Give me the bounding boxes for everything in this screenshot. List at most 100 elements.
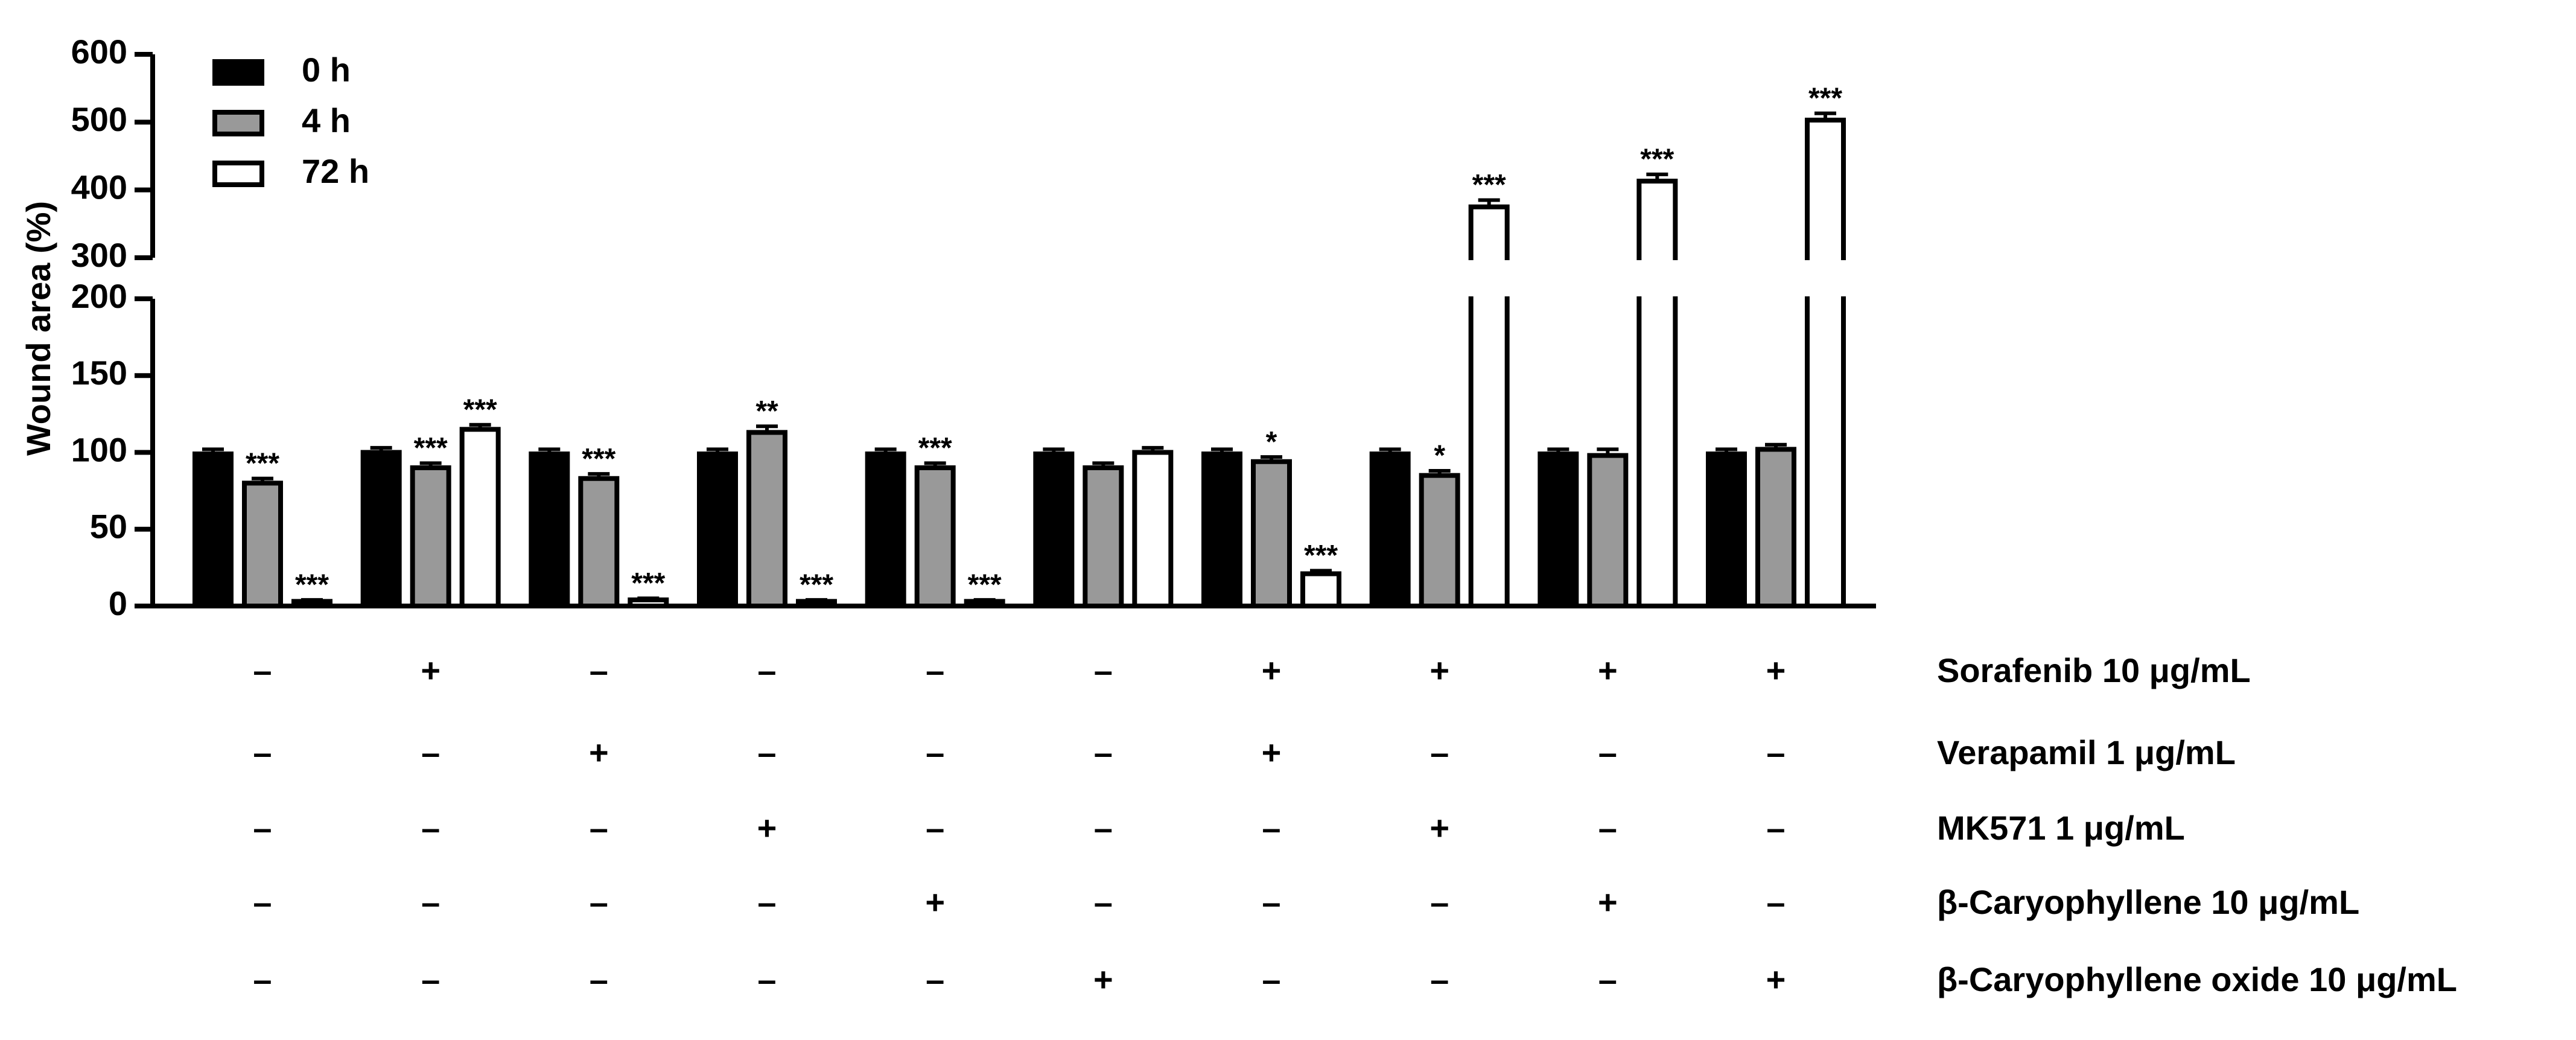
significance-label: *** bbox=[463, 394, 497, 426]
treatment-label: MK571 1 μg/mL bbox=[1937, 809, 2185, 847]
treatment-sign: + bbox=[1598, 651, 1618, 689]
bar bbox=[628, 597, 669, 609]
bar bbox=[865, 451, 906, 608]
y-tick-label: 500 bbox=[71, 100, 127, 138]
bar bbox=[242, 480, 283, 609]
significance-label: *** bbox=[414, 432, 448, 464]
treatment-sign: – bbox=[1430, 883, 1449, 921]
treatment-sign: + bbox=[757, 809, 777, 847]
significance-label: *** bbox=[800, 569, 833, 601]
bar bbox=[1201, 451, 1242, 608]
treatment-sign: – bbox=[590, 960, 608, 998]
treatment-sign: – bbox=[1094, 883, 1113, 921]
treatment-sign: – bbox=[590, 809, 608, 847]
bar bbox=[746, 430, 787, 608]
treatment-sign: – bbox=[1598, 960, 1617, 998]
bar bbox=[1755, 447, 1796, 608]
treatment-sign: – bbox=[421, 960, 440, 998]
significance-label: *** bbox=[918, 432, 952, 464]
bar bbox=[1587, 453, 1629, 609]
bar bbox=[578, 476, 620, 609]
axis-break-gap bbox=[1634, 260, 1681, 296]
treatment-sign: – bbox=[1094, 651, 1113, 689]
treatment-sign: – bbox=[1430, 733, 1449, 771]
treatment-sign: – bbox=[1766, 883, 1785, 921]
y-tick-label: 150 bbox=[71, 354, 127, 392]
y-tick-label: 200 bbox=[71, 277, 127, 315]
significance-label: * bbox=[1434, 440, 1445, 472]
treatment-sign: – bbox=[253, 733, 272, 771]
bar bbox=[1419, 473, 1460, 608]
legend-swatch bbox=[212, 110, 264, 136]
bar bbox=[291, 599, 332, 608]
treatment-sign: – bbox=[926, 651, 944, 689]
significance-label: *** bbox=[1304, 540, 1338, 572]
treatment-sign: + bbox=[1430, 651, 1449, 689]
treatment-sign: – bbox=[1598, 809, 1617, 847]
legend-label: 4 h bbox=[302, 101, 351, 139]
treatment-sign: + bbox=[1262, 651, 1282, 689]
significance-label: *** bbox=[1472, 169, 1506, 201]
treatment-sign: – bbox=[757, 651, 776, 689]
bar bbox=[1538, 451, 1579, 608]
treatment-sign: – bbox=[590, 883, 608, 921]
y-tick-label: 300 bbox=[71, 236, 127, 274]
treatment-sign: + bbox=[421, 651, 440, 689]
treatment-label: Sorafenib 10 μg/mL bbox=[1937, 651, 2251, 689]
treatment-sign: – bbox=[1094, 809, 1113, 847]
treatment-label: β-Caryophyllene 10 μg/mL bbox=[1937, 883, 2359, 921]
bar bbox=[192, 451, 234, 608]
bar bbox=[1706, 451, 1747, 608]
treatment-sign: – bbox=[1094, 733, 1113, 771]
treatment-sign: + bbox=[1766, 960, 1786, 998]
treatment-sign: – bbox=[1430, 960, 1449, 998]
axis-break-gap bbox=[1466, 260, 1512, 296]
treatment-sign: + bbox=[589, 733, 609, 771]
treatment-label: β-Caryophyllene oxide 10 μg/mL bbox=[1937, 960, 2457, 998]
bar bbox=[964, 599, 1005, 608]
treatment-sign: – bbox=[253, 809, 272, 847]
bar bbox=[360, 450, 402, 608]
significance-label: *** bbox=[246, 447, 279, 479]
significance-label: * bbox=[1266, 426, 1277, 458]
legend-label: 0 h bbox=[302, 51, 351, 89]
significance-label: *** bbox=[1808, 82, 1842, 114]
bar bbox=[1083, 465, 1124, 609]
treatment-sign: – bbox=[421, 733, 440, 771]
treatment-sign: – bbox=[1262, 809, 1280, 847]
treatment-sign: + bbox=[1766, 651, 1786, 689]
bar bbox=[1636, 179, 1678, 608]
treatment-sign: – bbox=[1766, 733, 1785, 771]
y-tick-label: 0 bbox=[109, 584, 127, 622]
treatment-sign: – bbox=[421, 809, 440, 847]
treatment-sign: + bbox=[1262, 733, 1282, 771]
treatment-sign: – bbox=[253, 883, 272, 921]
bar bbox=[697, 451, 738, 608]
legend-label: 72 h bbox=[302, 152, 369, 190]
bar bbox=[1300, 571, 1341, 608]
treatment-sign: – bbox=[590, 651, 608, 689]
significance-label: *** bbox=[1640, 144, 1674, 176]
axis-break-gap bbox=[1802, 260, 1848, 296]
y-tick-label: 400 bbox=[71, 168, 127, 206]
treatment-sign: – bbox=[1598, 733, 1617, 771]
bar bbox=[1805, 117, 1846, 609]
bar bbox=[1251, 459, 1292, 609]
bar bbox=[459, 427, 501, 608]
bar bbox=[914, 465, 956, 609]
treatment-sign: – bbox=[757, 883, 776, 921]
treatment-sign: – bbox=[253, 651, 272, 689]
treatment-sign: + bbox=[925, 883, 945, 921]
treatment-sign: – bbox=[757, 733, 776, 771]
bar bbox=[1033, 451, 1075, 608]
treatment-sign: + bbox=[1093, 960, 1113, 998]
bar bbox=[1132, 450, 1174, 608]
significance-label: *** bbox=[968, 569, 1002, 601]
treatment-sign: – bbox=[1262, 883, 1280, 921]
y-tick-label: 50 bbox=[90, 508, 127, 546]
significance-label: *** bbox=[582, 443, 615, 475]
significance-label: *** bbox=[631, 567, 665, 599]
y-tick-label: 600 bbox=[71, 33, 127, 71]
y-axis-title: Wound area (%) bbox=[19, 201, 57, 456]
